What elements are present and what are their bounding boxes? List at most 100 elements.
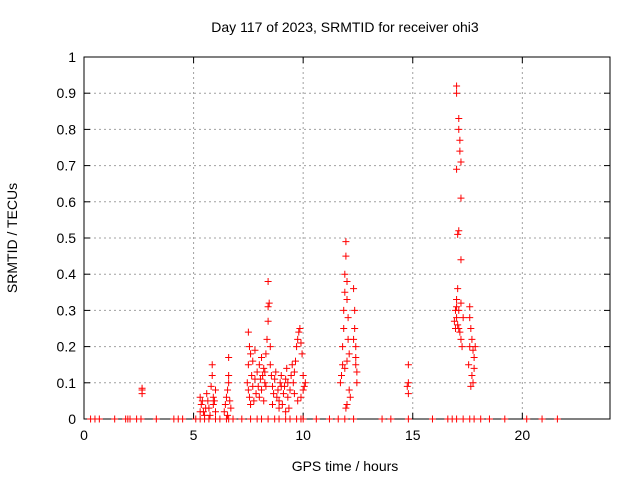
data-point	[404, 379, 412, 387]
data-point	[250, 397, 258, 405]
data-point	[343, 277, 351, 285]
data-point	[261, 379, 269, 387]
data-point	[293, 343, 301, 351]
data-point	[352, 343, 360, 351]
data-point	[294, 397, 302, 405]
data-point	[501, 415, 509, 423]
data-point	[204, 397, 212, 405]
data-point	[353, 368, 361, 376]
data-point	[299, 415, 307, 423]
data-point	[275, 415, 283, 423]
data-point	[253, 368, 261, 376]
y-tick-label: 0.6	[57, 194, 77, 210]
tick-layer: 00.10.20.30.40.50.60.70.80.910 5 10 15 20	[57, 49, 610, 443]
data-point	[259, 372, 267, 380]
data-point	[453, 89, 461, 97]
data-point	[346, 393, 354, 401]
data-point	[196, 408, 204, 416]
data-point	[312, 415, 320, 423]
y-tick-label: 0.7	[57, 158, 77, 174]
data-point	[294, 335, 302, 343]
data-point	[208, 372, 216, 380]
data-point	[267, 372, 275, 380]
data-point	[263, 335, 271, 343]
chart-title: Day 117 of 2023, SRMTID for receiver ohi…	[211, 19, 479, 35]
data-point	[340, 306, 348, 314]
grid-layer	[84, 57, 610, 419]
data-point	[224, 411, 232, 419]
data-point	[272, 368, 280, 376]
data-point	[457, 299, 465, 307]
data-point	[340, 325, 348, 332]
data-point	[477, 415, 485, 423]
data-point	[258, 386, 266, 394]
data-point	[268, 401, 276, 409]
data-point	[450, 317, 458, 325]
data-point	[456, 136, 464, 144]
data-point	[455, 115, 463, 123]
data-point	[352, 353, 360, 361]
data-point	[282, 375, 290, 383]
data-point	[221, 401, 229, 409]
data-point	[471, 343, 479, 351]
data-point	[264, 303, 272, 311]
x-tick-label: 20	[515, 427, 531, 443]
data-point	[251, 346, 259, 354]
data-point	[469, 346, 477, 354]
data-points	[87, 82, 561, 423]
data-point	[297, 393, 305, 401]
data-point	[238, 415, 246, 423]
data-point	[290, 390, 298, 398]
data-point	[229, 415, 237, 423]
data-point	[285, 404, 293, 412]
data-point	[243, 379, 251, 387]
data-point	[345, 386, 353, 394]
data-point	[197, 401, 205, 409]
data-point	[453, 303, 461, 311]
data-point	[203, 390, 211, 398]
data-point	[212, 408, 219, 416]
data-point	[278, 401, 286, 409]
data-point	[258, 415, 266, 423]
data-point	[458, 343, 466, 351]
data-point	[207, 382, 215, 390]
data-point	[454, 230, 462, 238]
data-point	[465, 361, 473, 369]
data-point	[279, 390, 287, 398]
data-point	[244, 328, 252, 336]
data-point	[295, 328, 303, 336]
data-point	[350, 285, 358, 293]
data-point	[456, 328, 464, 336]
data-point	[353, 379, 361, 387]
data-point	[485, 415, 493, 423]
x-tick-label: 5	[190, 427, 198, 443]
data-point	[334, 415, 342, 423]
data-point	[265, 299, 273, 307]
data-point	[325, 415, 333, 423]
data-point	[290, 368, 298, 376]
data-point	[468, 372, 476, 380]
data-point	[342, 238, 350, 246]
x-axis-label: GPS time / hours	[292, 458, 399, 474]
y-tick-label: 0.5	[57, 230, 77, 246]
data-point	[255, 361, 263, 369]
data-point	[341, 270, 349, 278]
y-tick-label: 0.2	[57, 339, 77, 355]
data-point	[209, 401, 217, 409]
data-point	[350, 415, 358, 423]
y-tick-label: 0.3	[57, 302, 77, 318]
data-point	[453, 314, 461, 322]
data-point	[264, 415, 272, 423]
data-point	[451, 325, 459, 332]
data-point	[206, 411, 214, 419]
y-tick-label: 0.9	[57, 85, 77, 101]
data-point	[179, 415, 187, 423]
data-point	[403, 382, 411, 390]
data-point	[523, 415, 531, 423]
data-point	[224, 386, 232, 394]
data-point	[387, 415, 395, 423]
data-point	[126, 415, 134, 423]
data-point	[271, 375, 279, 383]
data-point	[282, 408, 290, 416]
data-point	[341, 415, 349, 423]
